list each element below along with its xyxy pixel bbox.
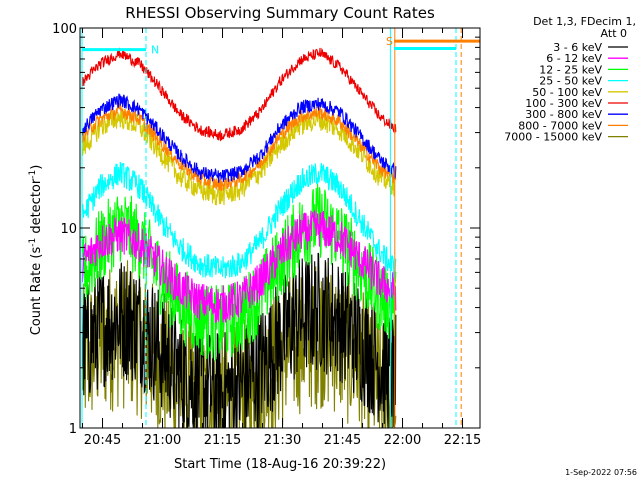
y-axis-label-end: ) bbox=[29, 165, 44, 170]
x-tick-label: 20:45 bbox=[84, 433, 121, 448]
legend-label: 800 - 7000 keV bbox=[518, 119, 602, 132]
series-300-800-kev bbox=[81, 93, 397, 183]
x-tick-label: 21:00 bbox=[144, 433, 181, 448]
footer-timestamp: 1-Sep-2022 07:56 bbox=[565, 468, 637, 477]
y-axis-label-sup2: -1 bbox=[28, 170, 38, 179]
series-25-50-kev bbox=[82, 161, 397, 281]
axes: 1 10 100 20:45 21:00 21:15 21:30 21:45 22:00 22:1… bbox=[52, 22, 481, 448]
x-tick-label: 22:15 bbox=[444, 433, 481, 448]
legend-label: 6 - 12 keV bbox=[546, 52, 602, 65]
y-tick-label: 1 bbox=[69, 422, 77, 437]
legend-label: 12 - 25 keV bbox=[539, 63, 602, 76]
series-100-300-kev bbox=[81, 47, 397, 142]
x-tick-label: 21:15 bbox=[204, 433, 241, 448]
legend-label: 300 - 800 keV bbox=[525, 108, 602, 121]
legend-label: 7000 - 15000 keV bbox=[504, 131, 602, 144]
legend-label: 100 - 300 keV bbox=[525, 97, 602, 110]
series-3-6-kev bbox=[81, 252, 397, 429]
x-tick-label: 21:45 bbox=[324, 433, 361, 448]
series-50-100-kev bbox=[81, 108, 397, 206]
series-12-25-kev bbox=[81, 183, 397, 362]
series-800-7000-kev bbox=[81, 101, 397, 192]
x-axis-label: Start Time (18-Aug-16 20:39:22) bbox=[174, 457, 386, 472]
y-axis-label-sup1: -1 bbox=[28, 238, 38, 247]
flag-label-s: S bbox=[386, 35, 393, 48]
legend-label: 25 - 50 keV bbox=[539, 75, 602, 88]
y-axis-label-mid: detector bbox=[29, 178, 44, 238]
flag-label-n: N bbox=[151, 44, 159, 57]
plot-area: NS bbox=[81, 28, 480, 429]
y-axis-label-main: Count Rate (s bbox=[29, 247, 44, 336]
chart-title: RHESSI Observing Summary Count Rates bbox=[125, 4, 435, 22]
legend-label: 3 - 6 keV bbox=[553, 41, 602, 54]
y-tick-label: 10 bbox=[60, 222, 77, 237]
series-6-12-kev bbox=[81, 210, 397, 323]
legend-header-line1: Det 1,3, FDecim 1, bbox=[533, 15, 636, 28]
y-axis-label: Count Rate (s-1 detector-1) bbox=[28, 165, 44, 336]
x-tick-label: 21:30 bbox=[264, 433, 301, 448]
x-tick-label: 22:00 bbox=[384, 433, 421, 448]
y-tick-label: 100 bbox=[52, 22, 77, 37]
legend-header-line2: Att 0 bbox=[601, 27, 627, 40]
legend-label: 50 - 100 keV bbox=[532, 86, 602, 99]
